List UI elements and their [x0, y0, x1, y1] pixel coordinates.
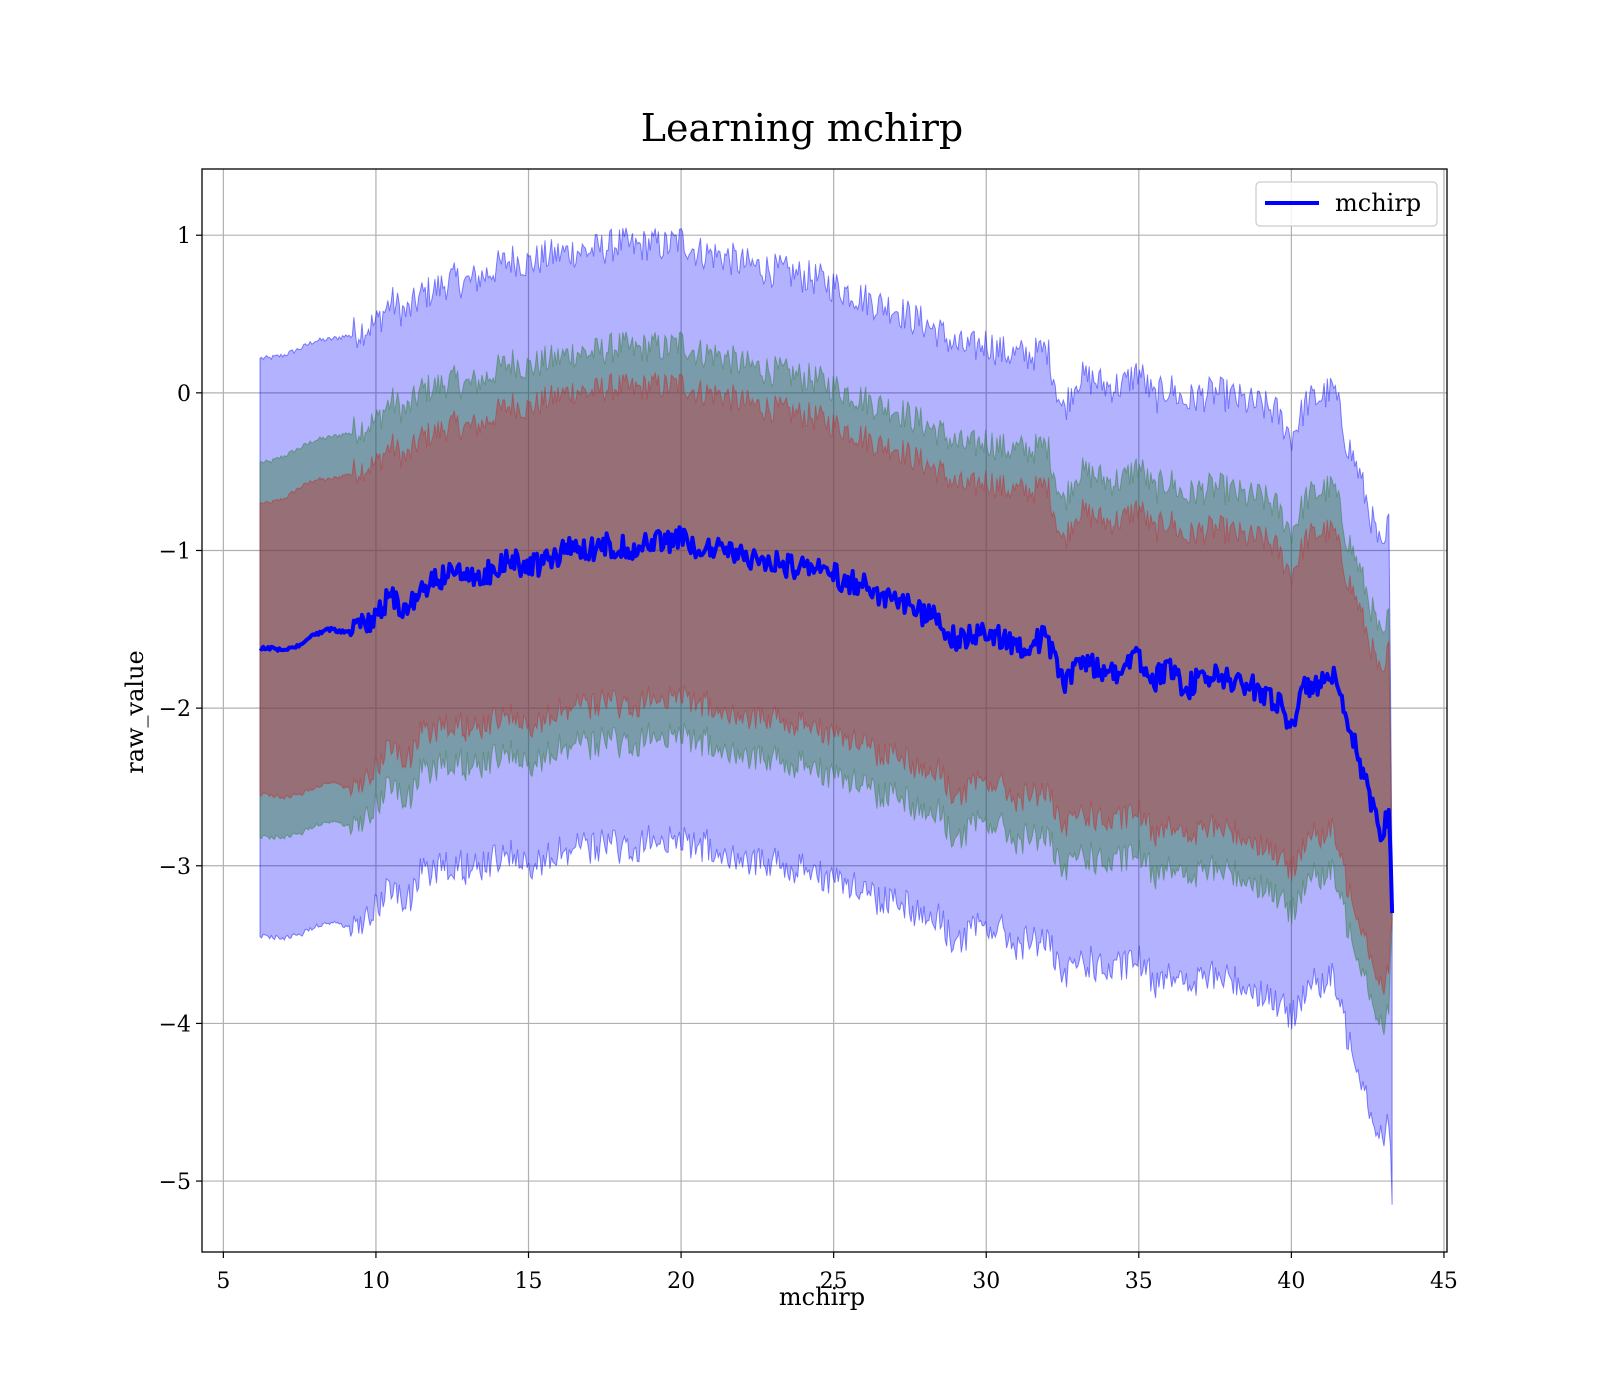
y-axis-ticks: 1 0 −1 −2 −3 −4 −5 [159, 224, 202, 1195]
x-tick-label-1: 10 [362, 1269, 390, 1294]
x-tick-label-0: 5 [216, 1269, 230, 1294]
legend: mchirp [1255, 181, 1438, 227]
y-axis-label: raw_value [121, 650, 149, 774]
x-tick-label-2: 15 [515, 1269, 543, 1294]
legend-entry: mchirp [1335, 189, 1421, 217]
band-2sigma-area [259, 331, 1393, 1036]
band-1sigma-area [259, 372, 1393, 995]
mean-line-layer [258, 525, 1395, 914]
chart-title: Learning mchirp [641, 106, 963, 150]
y-tick-label-3: −2 [159, 697, 191, 722]
legend-box [1255, 181, 1438, 227]
y-tick-label-0: 1 [177, 224, 191, 249]
band-2sigma [259, 331, 1393, 1036]
x-tick-label-8: 45 [1430, 1269, 1458, 1294]
y-tick-label-4: −3 [159, 855, 191, 880]
x-tick-label-6: 35 [1125, 1269, 1153, 1294]
x-tick-label-5: 30 [972, 1269, 1000, 1294]
y-tick-label-2: −1 [159, 539, 191, 564]
grid [202, 169, 1447, 1252]
mean-line [258, 525, 1395, 914]
band-1sigma [259, 372, 1393, 995]
band-3sigma-area [259, 227, 1393, 1205]
x-tick-label-3: 20 [667, 1269, 695, 1294]
x-tick-label-4: 25 [820, 1269, 848, 1294]
y-tick-label-6: −5 [159, 1170, 191, 1195]
band-3sigma [259, 227, 1393, 1205]
plot-frame [201, 168, 1448, 1253]
x-tick-label-7: 40 [1277, 1269, 1305, 1294]
y-tick-label-1: 0 [177, 382, 191, 407]
x-axis-label: mchirp [779, 1283, 865, 1311]
y-tick-label-5: −4 [159, 1012, 191, 1037]
x-axis-ticks: 5 10 15 20 25 30 35 40 45 [216, 1252, 1458, 1294]
